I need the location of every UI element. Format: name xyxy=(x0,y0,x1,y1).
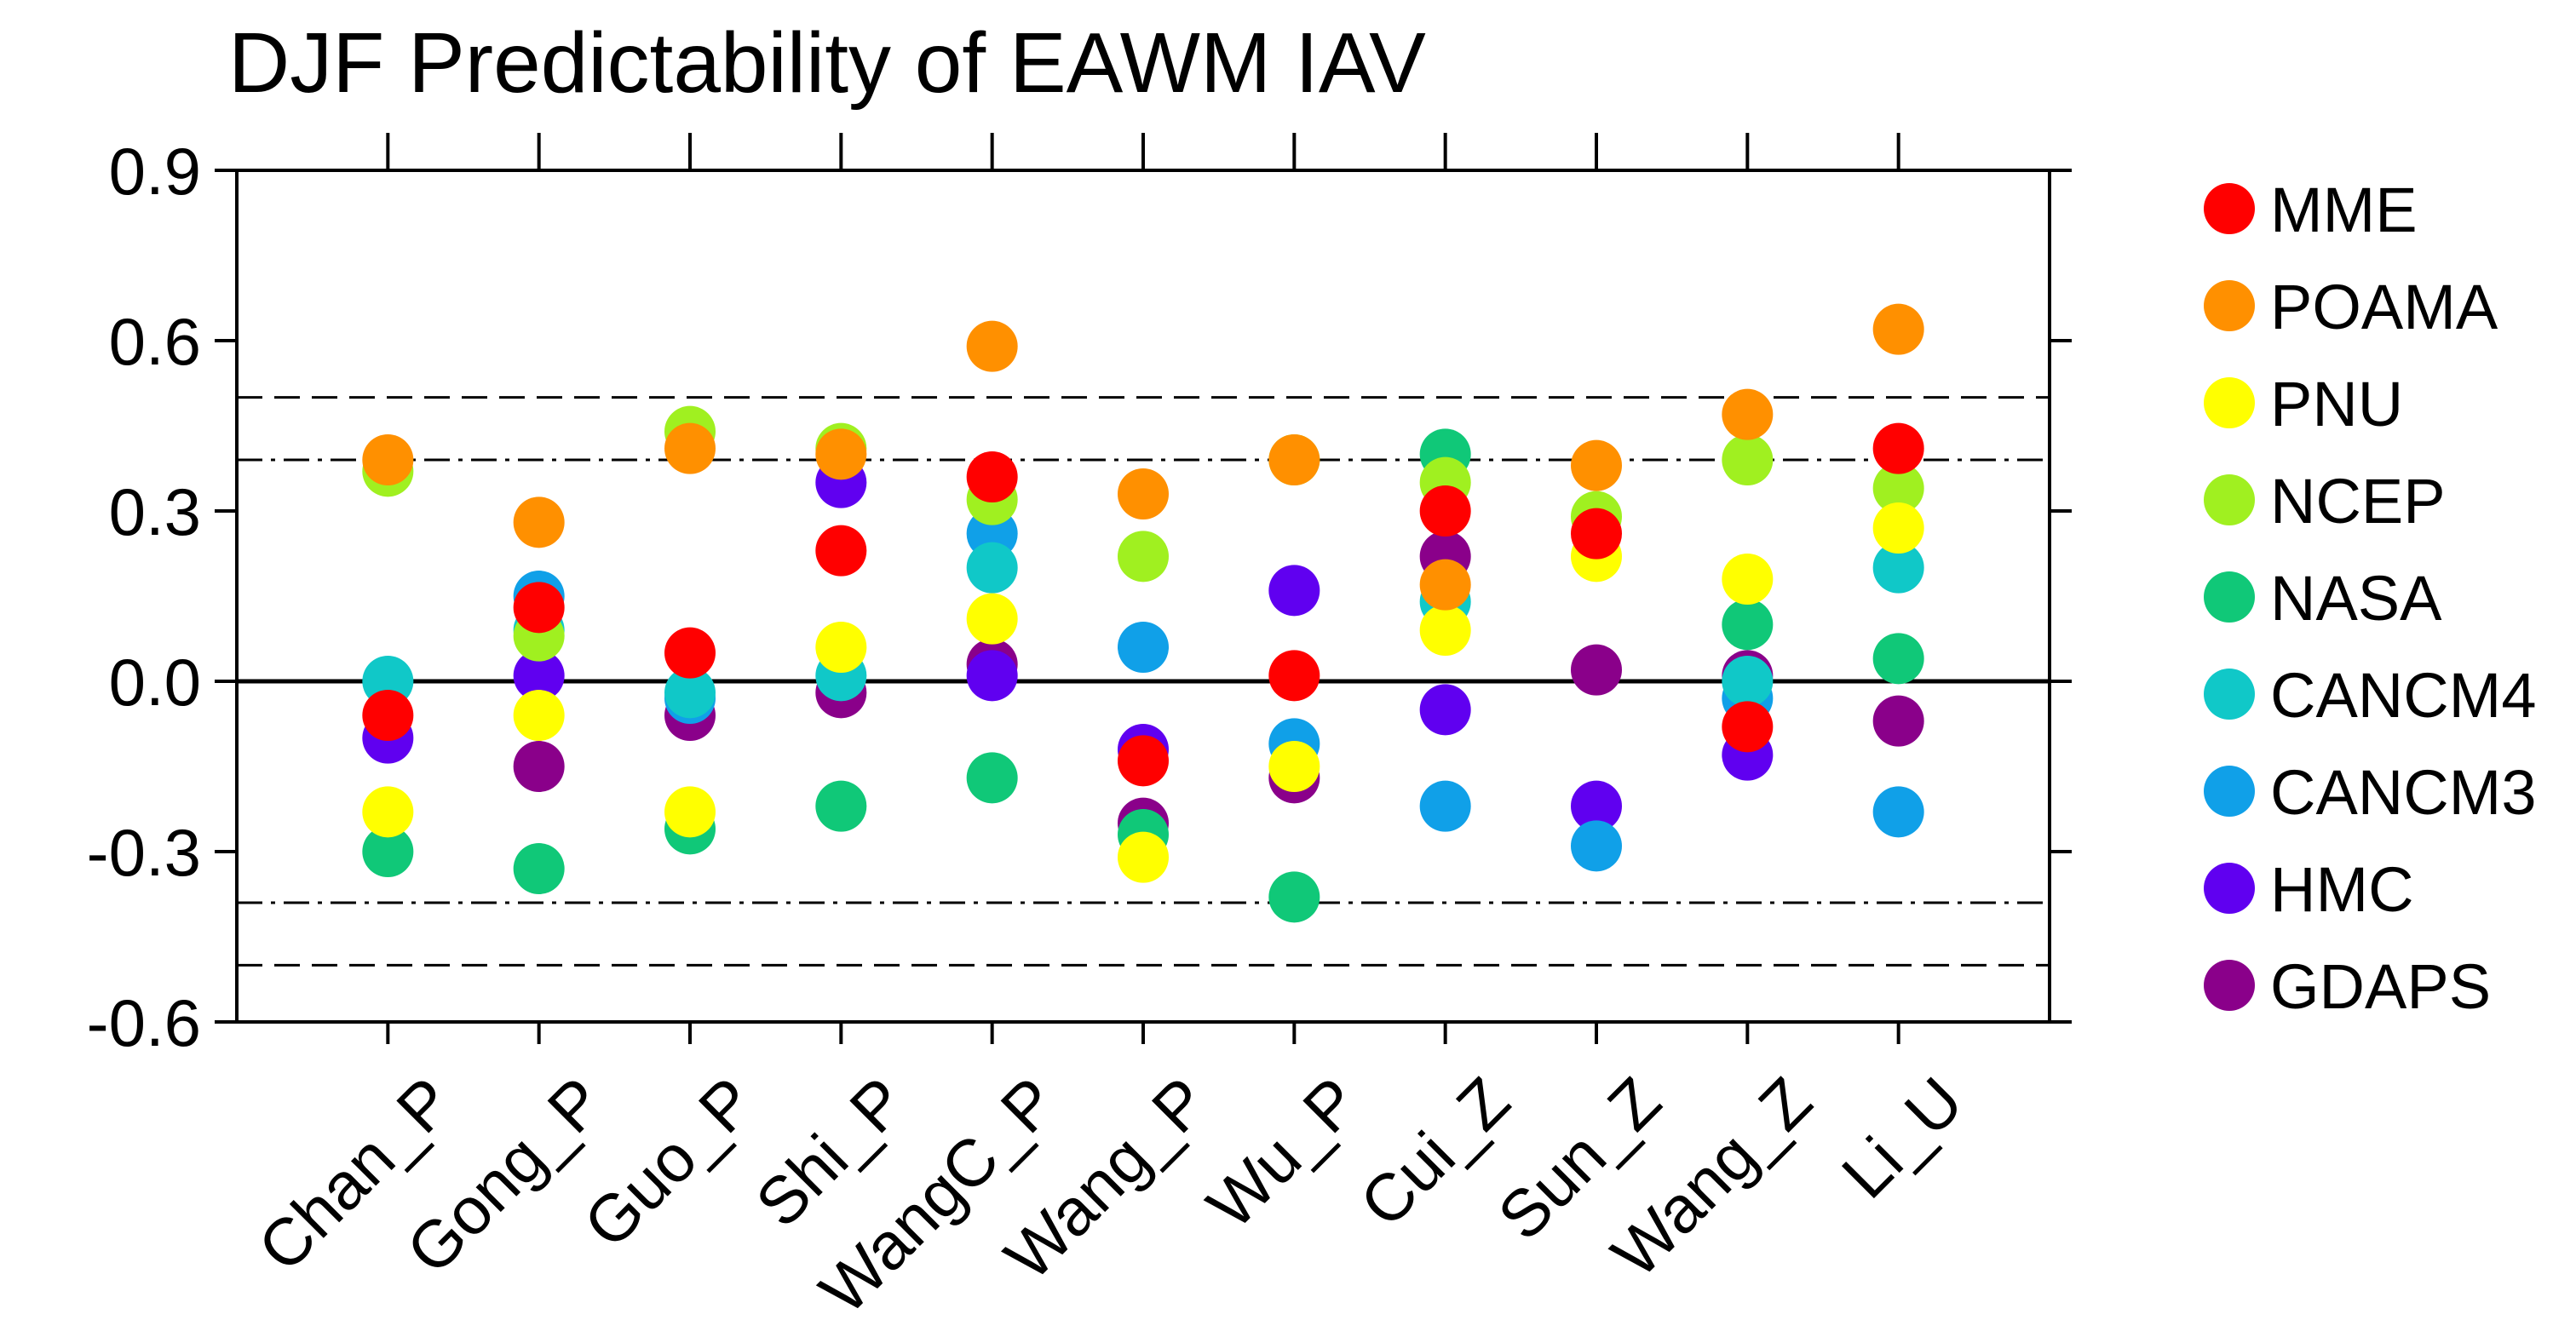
point-ncep-wang-p xyxy=(1118,531,1169,583)
legend-marker-hmc xyxy=(2204,863,2255,914)
point-mme-li-u xyxy=(1872,422,1924,474)
point-cancm3-wang-p xyxy=(1118,622,1169,673)
point-poama-wangc-p xyxy=(966,320,1018,372)
x-tick-label: Wu_P xyxy=(1193,1063,1372,1243)
point-gdaps-gong-p xyxy=(513,741,565,792)
point-pnu-wu-p xyxy=(1268,741,1320,792)
point-poama-wu-p xyxy=(1268,434,1320,485)
point-mme-wang-p xyxy=(1118,735,1169,787)
point-gdaps-sun-z xyxy=(1571,644,1622,696)
y-tick-label: 0.3 xyxy=(109,474,201,549)
point-cancm4-li-u xyxy=(1872,542,1924,594)
point-pnu-cui-z xyxy=(1419,605,1471,656)
chart-title: DJF Predictability of EAWM IAV xyxy=(228,15,1426,111)
y-tick-label: 0.9 xyxy=(109,134,201,209)
point-nasa-chan-p xyxy=(362,826,414,877)
point-hmc-wangc-p xyxy=(966,650,1018,702)
plot-frame xyxy=(235,169,2051,1024)
point-nasa-wangc-p xyxy=(966,752,1018,804)
y-tick-label: -0.3 xyxy=(87,815,201,890)
point-mme-guo-p xyxy=(664,627,716,679)
legend-label-ncep: NCEP xyxy=(2270,466,2446,537)
point-gdaps-li-u xyxy=(1872,695,1924,747)
point-nasa-li-u xyxy=(1872,633,1924,685)
legend-label-nasa: NASA xyxy=(2270,563,2442,634)
point-ncep-li-u xyxy=(1872,462,1924,514)
point-poama-wang-z xyxy=(1722,388,1774,440)
point-pnu-shi-p xyxy=(815,622,867,673)
point-hmc-sun-z xyxy=(1571,780,1622,832)
point-cancm3-sun-z xyxy=(1571,820,1622,872)
legend-marker-pnu xyxy=(2204,377,2255,428)
legend-marker-gdaps xyxy=(2204,960,2255,1011)
legend-label-cancm3: CANCM3 xyxy=(2270,757,2536,828)
point-nasa-gong-p xyxy=(513,843,565,894)
point-hmc-gong-p xyxy=(513,650,565,702)
point-poama-wang-p xyxy=(1118,468,1169,519)
point-cancm3-li-u xyxy=(1872,786,1924,838)
point-mme-wangc-p xyxy=(966,451,1018,502)
y-tick-label: -0.6 xyxy=(87,985,201,1060)
point-nasa-wang-z xyxy=(1722,599,1774,651)
legend-label-poama: POAMA xyxy=(2270,272,2498,342)
point-mme-chan-p xyxy=(362,690,414,741)
point-poama-chan-p xyxy=(362,434,414,485)
point-nasa-shi-p xyxy=(815,780,867,832)
point-cancm4-guo-p xyxy=(664,667,716,719)
point-pnu-gong-p xyxy=(513,690,565,741)
legend-marker-cancm3 xyxy=(2204,766,2255,817)
legend-marker-poama xyxy=(2204,280,2255,331)
point-mme-cui-z xyxy=(1419,485,1471,537)
legend-label-hmc: HMC xyxy=(2270,854,2414,925)
point-mme-sun-z xyxy=(1571,508,1622,560)
point-poama-guo-p xyxy=(664,422,716,474)
legend-label-cancm4: CANCM4 xyxy=(2270,660,2536,731)
point-poama-li-u xyxy=(1872,303,1924,355)
point-poama-cui-z xyxy=(1419,559,1471,611)
legend-marker-ncep xyxy=(2204,474,2255,525)
x-tick-label: Li_U xyxy=(1827,1063,1977,1213)
point-pnu-li-u xyxy=(1872,502,1924,554)
point-cancm4-wang-z xyxy=(1722,656,1774,707)
point-poama-shi-p xyxy=(815,428,867,480)
point-ncep-wang-z xyxy=(1722,434,1774,485)
y-tick-label: 0.6 xyxy=(109,304,201,379)
legend-label-pnu: PNU xyxy=(2270,369,2403,439)
point-cancm3-cui-z xyxy=(1419,780,1471,832)
point-nasa-wu-p xyxy=(1268,871,1320,923)
point-hmc-wu-p xyxy=(1268,565,1320,617)
point-pnu-chan-p xyxy=(362,786,414,838)
legend-marker-cancm4 xyxy=(2204,669,2255,720)
legend-marker-nasa xyxy=(2204,571,2255,623)
point-poama-sun-z xyxy=(1571,439,1622,491)
point-mme-shi-p xyxy=(815,525,867,577)
point-pnu-guo-p xyxy=(664,786,716,838)
legend-marker-mme xyxy=(2204,183,2255,234)
x-tick-label: Guo_P xyxy=(569,1063,768,1262)
legend-label-mme: MME xyxy=(2270,175,2418,245)
point-hmc-cui-z xyxy=(1419,684,1471,736)
point-mme-wang-z xyxy=(1722,701,1774,753)
point-pnu-wang-p xyxy=(1118,831,1169,883)
point-cancm4-wangc-p xyxy=(966,542,1018,594)
legend-label-gdaps: GDAPS xyxy=(2270,951,2491,1022)
point-pnu-wangc-p xyxy=(966,593,1018,645)
point-pnu-wang-z xyxy=(1722,554,1774,605)
y-tick-label: 0.0 xyxy=(109,645,201,720)
point-mme-gong-p xyxy=(513,582,565,634)
point-mme-wu-p xyxy=(1268,650,1320,702)
point-poama-gong-p xyxy=(513,496,565,548)
